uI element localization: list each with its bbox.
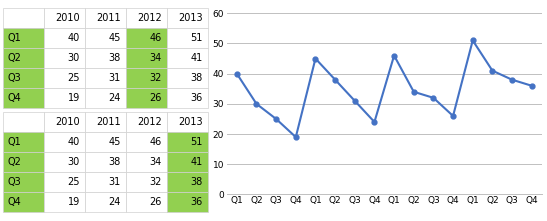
Bar: [85, 152, 126, 172]
Bar: [126, 192, 167, 212]
Bar: [85, 172, 126, 192]
Bar: [44, 132, 85, 152]
Bar: [167, 48, 208, 68]
Text: 2010: 2010: [55, 117, 80, 127]
Text: 32: 32: [149, 177, 162, 187]
Text: 45: 45: [108, 137, 121, 147]
Bar: [44, 8, 85, 28]
Text: 2012: 2012: [137, 117, 162, 127]
Text: 19: 19: [68, 93, 80, 103]
Text: 24: 24: [108, 93, 121, 103]
Bar: [126, 132, 167, 152]
Text: 38: 38: [109, 53, 121, 63]
Bar: [44, 88, 85, 108]
Text: Q1: Q1: [8, 137, 21, 147]
Bar: [126, 172, 167, 192]
Text: 2010: 2010: [55, 13, 80, 23]
Bar: [44, 48, 85, 68]
Bar: [44, 172, 85, 192]
Bar: [3, 28, 44, 48]
Bar: [167, 28, 208, 48]
Bar: [126, 112, 167, 132]
Text: 2012: 2012: [137, 13, 162, 23]
Bar: [167, 68, 208, 88]
Bar: [44, 28, 85, 48]
Text: 36: 36: [191, 197, 203, 207]
Bar: [167, 152, 208, 172]
Bar: [3, 172, 44, 192]
Bar: [167, 8, 208, 28]
Bar: [85, 28, 126, 48]
Bar: [85, 68, 126, 88]
Text: 2013: 2013: [178, 117, 203, 127]
Text: 19: 19: [68, 197, 80, 207]
Bar: [85, 8, 126, 28]
Text: 2011: 2011: [96, 13, 121, 23]
Bar: [126, 68, 167, 88]
Text: 26: 26: [149, 93, 162, 103]
Bar: [85, 132, 126, 152]
Bar: [3, 68, 44, 88]
Bar: [44, 152, 85, 172]
Bar: [126, 28, 167, 48]
Text: 26: 26: [149, 197, 162, 207]
Text: 30: 30: [68, 157, 80, 167]
Bar: [3, 192, 44, 212]
Text: 2011: 2011: [96, 117, 121, 127]
Bar: [3, 132, 44, 152]
Bar: [3, 8, 44, 28]
Text: Q3: Q3: [8, 73, 21, 83]
Bar: [3, 112, 44, 132]
Text: 2013: 2013: [178, 13, 203, 23]
Text: 38: 38: [191, 73, 203, 83]
Bar: [167, 132, 208, 152]
Text: Q4: Q4: [8, 197, 21, 207]
Text: 31: 31: [109, 73, 121, 83]
Text: Q4: Q4: [8, 93, 21, 103]
Text: 32: 32: [149, 73, 162, 83]
Bar: [126, 88, 167, 108]
Text: 38: 38: [191, 177, 203, 187]
Text: 25: 25: [67, 177, 80, 187]
Text: 31: 31: [109, 177, 121, 187]
Text: 34: 34: [150, 157, 162, 167]
Bar: [167, 172, 208, 192]
Bar: [3, 48, 44, 68]
Text: 30: 30: [68, 53, 80, 63]
Bar: [167, 192, 208, 212]
Text: 46: 46: [150, 33, 162, 43]
Text: 25: 25: [67, 73, 80, 83]
Bar: [3, 88, 44, 108]
Bar: [3, 152, 44, 172]
Bar: [126, 8, 167, 28]
Bar: [44, 192, 85, 212]
Text: Q3: Q3: [8, 177, 21, 187]
Bar: [126, 48, 167, 68]
Text: Q1: Q1: [8, 33, 21, 43]
Bar: [167, 112, 208, 132]
Text: 40: 40: [68, 137, 80, 147]
Bar: [85, 88, 126, 108]
Text: 51: 51: [190, 33, 203, 43]
Bar: [85, 192, 126, 212]
Bar: [44, 68, 85, 88]
Text: 45: 45: [108, 33, 121, 43]
Text: 41: 41: [191, 53, 203, 63]
Text: 34: 34: [150, 53, 162, 63]
Bar: [85, 112, 126, 132]
Text: Q2: Q2: [8, 157, 21, 167]
Text: 46: 46: [150, 137, 162, 147]
Bar: [167, 88, 208, 108]
Text: Q2: Q2: [8, 53, 21, 63]
Text: 38: 38: [109, 157, 121, 167]
Text: 51: 51: [190, 137, 203, 147]
Bar: [44, 112, 85, 132]
Text: 41: 41: [191, 157, 203, 167]
Text: 40: 40: [68, 33, 80, 43]
Bar: [85, 48, 126, 68]
Text: 36: 36: [191, 93, 203, 103]
Text: 24: 24: [108, 197, 121, 207]
Bar: [126, 152, 167, 172]
